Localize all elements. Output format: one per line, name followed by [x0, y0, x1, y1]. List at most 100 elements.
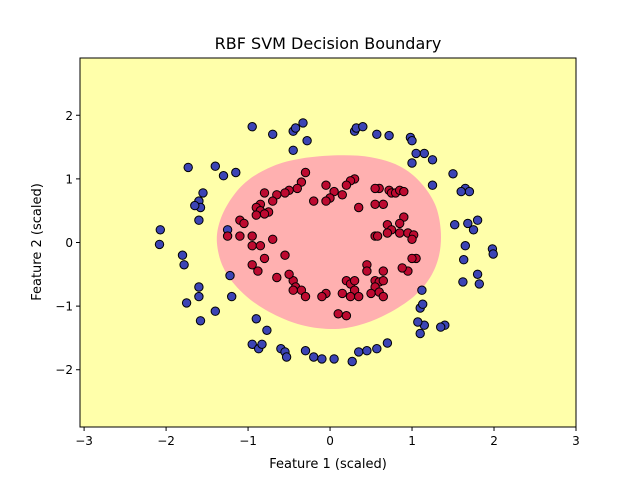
outer-class-point — [463, 218, 473, 229]
outer-class-point — [262, 325, 272, 335]
inner-class-point — [247, 260, 257, 270]
outer-class-point — [181, 298, 192, 308]
inner-class-point — [337, 190, 347, 200]
inner-class-point — [354, 291, 364, 302]
outer-class-point — [231, 167, 241, 178]
inner-class-point — [333, 309, 343, 319]
outer-class-point — [288, 145, 298, 156]
outer-class-point — [347, 356, 357, 367]
data-points — [154, 118, 498, 367]
outer-class-point — [418, 299, 428, 309]
inner-class-point — [309, 196, 319, 206]
inner-class-point — [345, 291, 356, 302]
inner-class-point — [395, 228, 405, 238]
outer-class-point — [458, 277, 468, 287]
outer-class-point — [358, 122, 368, 132]
outer-class-point — [210, 306, 221, 316]
outer-class-point — [247, 339, 257, 349]
inner-class-point — [382, 228, 393, 238]
outer-class-point — [247, 122, 257, 132]
inner-class-point — [247, 241, 257, 251]
outer-class-point — [382, 338, 393, 348]
y-tick-label: 0 — [65, 236, 73, 250]
outer-class-point — [179, 260, 189, 270]
outer-class-point — [183, 162, 193, 173]
outer-class-point — [450, 220, 460, 230]
y-tick-label: −2 — [55, 363, 73, 377]
outer-class-point — [194, 282, 204, 292]
outer-class-point — [290, 123, 301, 133]
outer-class-point — [472, 215, 483, 225]
x-tick-label: 1 — [408, 434, 416, 448]
inner-class-point — [272, 272, 282, 283]
y-tick-label: 2 — [65, 109, 73, 123]
inner-class-point — [259, 188, 270, 198]
outer-class-point — [384, 130, 394, 141]
inner-class-point — [378, 199, 388, 210]
outer-class-point — [456, 186, 466, 197]
outer-class-point — [488, 249, 498, 259]
outer-class-point — [154, 239, 165, 250]
inner-class-point — [259, 209, 270, 219]
inner-class-point — [284, 269, 294, 279]
outer-class-point — [194, 215, 204, 225]
inner-class-point — [354, 202, 364, 213]
inner-class-point — [407, 253, 417, 264]
outer-class-point — [210, 161, 221, 171]
outer-class-point — [472, 269, 483, 279]
x-tick-label: −1 — [239, 434, 257, 448]
outer-class-point — [329, 354, 339, 364]
inner-class-point — [378, 266, 388, 276]
outer-class-point — [257, 339, 267, 349]
outer-class-point — [251, 314, 261, 324]
inner-class-point — [341, 180, 352, 190]
outer-class-point — [302, 136, 312, 146]
inner-class-point — [317, 291, 327, 302]
outer-class-point — [372, 129, 382, 140]
y-tick-label: 1 — [65, 172, 73, 186]
outer-class-point — [448, 169, 458, 179]
inner-class-point — [239, 218, 249, 229]
outer-class-point — [362, 346, 372, 356]
inner-class-point — [259, 253, 270, 264]
inner-class-point — [399, 186, 409, 197]
outer-class-point — [468, 225, 479, 235]
outer-class-point — [417, 285, 427, 295]
inner-class-point — [255, 241, 266, 251]
inner-class-point — [321, 196, 331, 206]
inner-class-point — [370, 199, 380, 210]
outer-class-point — [218, 171, 229, 181]
outer-class-point — [407, 158, 417, 168]
outer-class-point — [281, 352, 292, 362]
inner-class-point — [280, 188, 290, 198]
outer-class-point — [436, 322, 446, 332]
outer-class-point — [309, 352, 319, 362]
outer-class-point — [411, 148, 421, 159]
outer-class-point — [177, 250, 188, 260]
outer-class-point — [298, 118, 308, 128]
inner-class-point — [372, 231, 383, 241]
outer-class-point — [155, 225, 166, 235]
y-tick-label: −1 — [55, 300, 73, 314]
inner-class-point — [337, 288, 347, 299]
x-tick-label: 0 — [326, 434, 334, 448]
inner-class-point — [366, 288, 376, 299]
inner-class-point — [370, 183, 380, 194]
inner-class-point — [251, 210, 261, 220]
inner-class-point — [407, 234, 417, 245]
outer-class-point — [317, 354, 327, 364]
inner-class-point — [378, 276, 388, 286]
outer-class-point — [194, 291, 204, 302]
inner-class-point — [341, 311, 352, 321]
x-axis-label: Feature 1 (scaled) — [269, 457, 387, 472]
outer-class-point — [459, 255, 469, 265]
outer-class-point — [227, 291, 237, 302]
outer-class-point — [198, 188, 208, 198]
y-axis: −2 −1 0 1 2 — [55, 109, 80, 377]
outer-class-point — [195, 316, 206, 326]
inner-class-point — [292, 183, 302, 194]
x-tick-label: −2 — [157, 434, 175, 448]
outer-class-point — [190, 200, 200, 211]
inner-class-point — [268, 196, 278, 206]
